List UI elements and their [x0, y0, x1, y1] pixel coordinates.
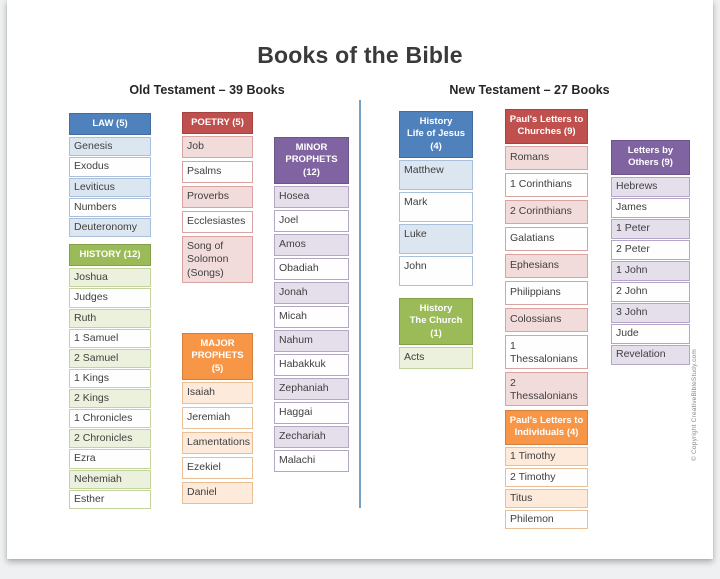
book-cell: Acts	[399, 347, 473, 370]
book-cell: Haggai	[274, 402, 349, 425]
copyright-text: © Copyright CreativeBibleStudy.com	[691, 349, 698, 461]
book-cell: Genesis	[69, 137, 151, 157]
book-cell: Hebrews	[611, 176, 690, 197]
group-header-individuals: Paul's Letters to Individuals (4)	[505, 410, 588, 445]
book-cell: Hosea	[274, 186, 349, 209]
book-cell: Malachi	[274, 450, 349, 473]
group-header-others: Letters by Others (9)	[611, 140, 690, 175]
group-history-old-testament: HISTORY (12) Joshua Judges Ruth 1 Samuel 2 Sa…	[69, 244, 151, 510]
book-cell: Ezekiel	[182, 457, 253, 480]
book-cell: Job	[182, 136, 253, 159]
book-cell: Zechariah	[274, 426, 349, 449]
book-cell: Romans	[505, 145, 588, 170]
group-history-life-of-jesus: History Life of Jesus (4) Matthew Mark Luke…	[399, 111, 473, 288]
book-cell: Joshua	[69, 268, 151, 288]
page-title: Books of the Bible	[257, 42, 463, 68]
group-pauls-letters-churches: Paul's Letters to Churches (9) Romans 1 Co…	[505, 109, 588, 409]
book-cell: Jeremiah	[182, 407, 253, 430]
book-cell: 3 John	[611, 302, 690, 323]
group-header-major: MAJOR PROPHETS (5)	[182, 333, 253, 381]
group-letters-by-others: Letters by Others (9) Hebrews James 1 Peter…	[611, 140, 690, 366]
book-cell: Judges	[69, 288, 151, 308]
group-header-minor: MINOR PROPHETS (12)	[274, 137, 349, 185]
book-cell: 1 Chronicles	[69, 409, 151, 429]
book-cell: Mark	[399, 192, 473, 223]
book-cell: Lamentations	[182, 432, 253, 455]
group-header-church: History The Church (1)	[399, 298, 473, 346]
book-cell: Obadiah	[274, 258, 349, 281]
group-header-history-ot: HISTORY (12)	[69, 244, 151, 267]
book-cell: John	[399, 256, 473, 287]
book-cell: 1 Corinthians	[505, 172, 588, 197]
group-header-jesus: History Life of Jesus (4)	[399, 111, 473, 159]
book-cell: 1 Samuel	[69, 328, 151, 348]
group-minor-prophets: MINOR PROPHETS (12) Hosea Joel Amos Obadiah J…	[274, 137, 349, 474]
book-cell: 1 Kings	[69, 368, 151, 389]
book-cell: Deuteronomy	[69, 217, 151, 237]
book-cell: 2 Chronicles	[69, 429, 151, 449]
book-cell: Amos	[274, 234, 349, 257]
book-cell: 2 Samuel	[69, 348, 151, 368]
book-cell: Jonah	[274, 282, 349, 305]
book-cell: Jude	[611, 323, 690, 344]
book-cell: Galatians	[505, 226, 588, 251]
group-header-churches: Paul's Letters to Churches (9)	[505, 109, 588, 144]
book-cell: Ephesians	[505, 253, 588, 278]
book-cell: 2 Kings	[69, 389, 151, 409]
book-cell: Revelation	[611, 344, 690, 365]
book-cell: 1 Peter	[611, 218, 690, 239]
new-testament-heading: New Testament – 27 Books	[449, 83, 610, 97]
group-major-prophets: MAJOR PROPHETS (5) Isaiah Jeremiah Lamentat…	[182, 333, 253, 507]
book-cell: Micah	[274, 306, 349, 329]
book-cell: 1 John	[611, 260, 690, 281]
book-cell: Luke	[399, 224, 473, 255]
book-cell: 1 Thessalonians	[505, 334, 588, 369]
book-cell: Philemon	[505, 510, 588, 530]
book-cell: 2 Timothy	[505, 467, 588, 487]
group-header-poetry: POETRY (5)	[182, 112, 253, 135]
group-header-law: LAW (5)	[69, 113, 151, 136]
book-cell: Isaiah	[182, 382, 253, 405]
group-pauls-letters-individuals: Paul's Letters to Individuals (4) 1 Timot…	[505, 410, 588, 531]
old-testament-heading: Old Testament – 39 Books	[129, 83, 285, 97]
book-cell: Exodus	[69, 157, 151, 177]
book-cell: Daniel	[182, 482, 253, 505]
book-cell: Esther	[69, 489, 151, 509]
book-cell: Ecclesiastes	[182, 211, 253, 234]
testament-divider-line	[359, 100, 361, 508]
book-cell: Habakkuk	[274, 354, 349, 377]
book-cell: Titus	[505, 488, 588, 509]
book-cell: 2 Peter	[611, 239, 690, 260]
book-cell: 2 John	[611, 281, 690, 302]
book-cell: 2 Thessalonians	[505, 371, 588, 407]
book-cell: James	[611, 197, 690, 218]
book-cell: Leviticus	[69, 177, 151, 197]
book-cell: Ruth	[69, 308, 151, 328]
book-cell: Matthew	[399, 160, 473, 191]
book-cell: Zephaniah	[274, 378, 349, 401]
book-cell: 2 Corinthians	[505, 199, 588, 224]
group-history-the-church: History The Church (1) Acts	[399, 298, 473, 370]
book-cell: Psalms	[182, 161, 253, 184]
book-cell: Joel	[274, 210, 349, 233]
book-cell: Proverbs	[182, 186, 253, 209]
book-cell: Nehemiah	[69, 469, 151, 489]
book-cell: Nahum	[274, 330, 349, 353]
book-cell: Colossians	[505, 307, 588, 332]
book-cell: Numbers	[69, 197, 151, 217]
book-cell: Ezra	[69, 449, 151, 469]
book-cell: Song of Solomon (Songs)	[182, 236, 253, 283]
slide-card: Books of the Bible Old Testament – 39 Bo…	[7, 0, 713, 559]
book-cell: Philippians	[505, 280, 588, 305]
book-cell: 1 Timothy	[505, 446, 588, 466]
group-law: LAW (5) Genesis Exodus Leviticus Numbers Deut…	[69, 113, 151, 238]
group-poetry: POETRY (5) Job Psalms Proverbs Ecclesiastes S…	[182, 112, 253, 286]
